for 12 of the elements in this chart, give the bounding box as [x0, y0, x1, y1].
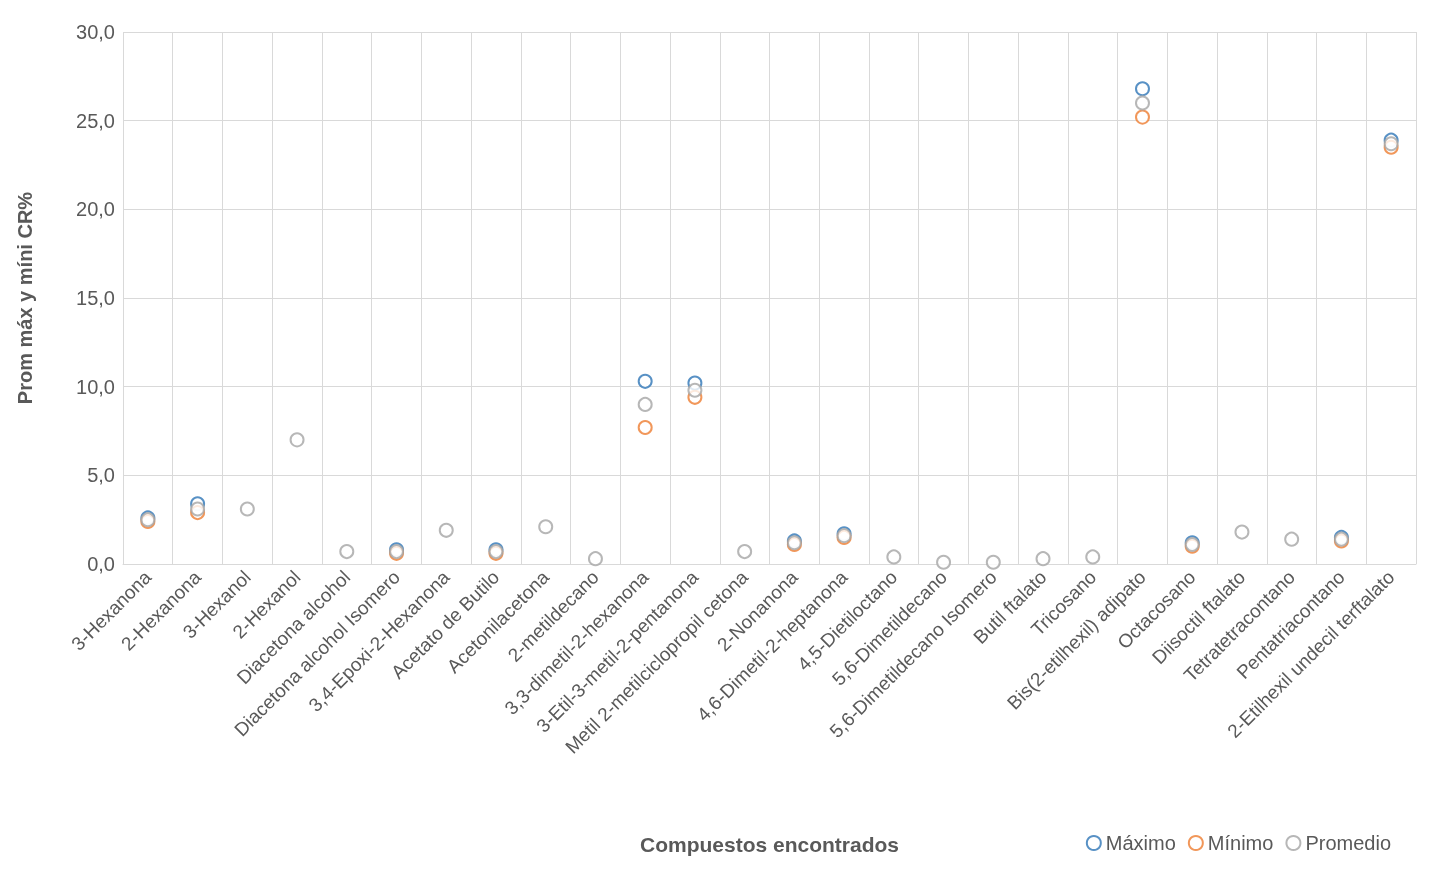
legend-label: Promedio — [1305, 832, 1392, 854]
y-tick-label: 5,0 — [87, 464, 115, 487]
x-axis-title: Compuestos encontrados — [639, 833, 900, 856]
y-axis-title: Prom máx y míni CR% — [14, 191, 36, 405]
y-tick-label: 25,0 — [76, 109, 115, 132]
y-tick-label: 0,0 — [87, 553, 115, 575]
y-tick-label: 15,0 — [76, 287, 115, 309]
legend-label: Mínimo — [1207, 832, 1274, 854]
y-tick-label: 30,0 — [76, 21, 115, 43]
y-tick-label: 20,0 — [76, 198, 115, 221]
y-tick-label: 10,0 — [76, 375, 115, 398]
legend-label: Máximo — [1105, 832, 1176, 854]
